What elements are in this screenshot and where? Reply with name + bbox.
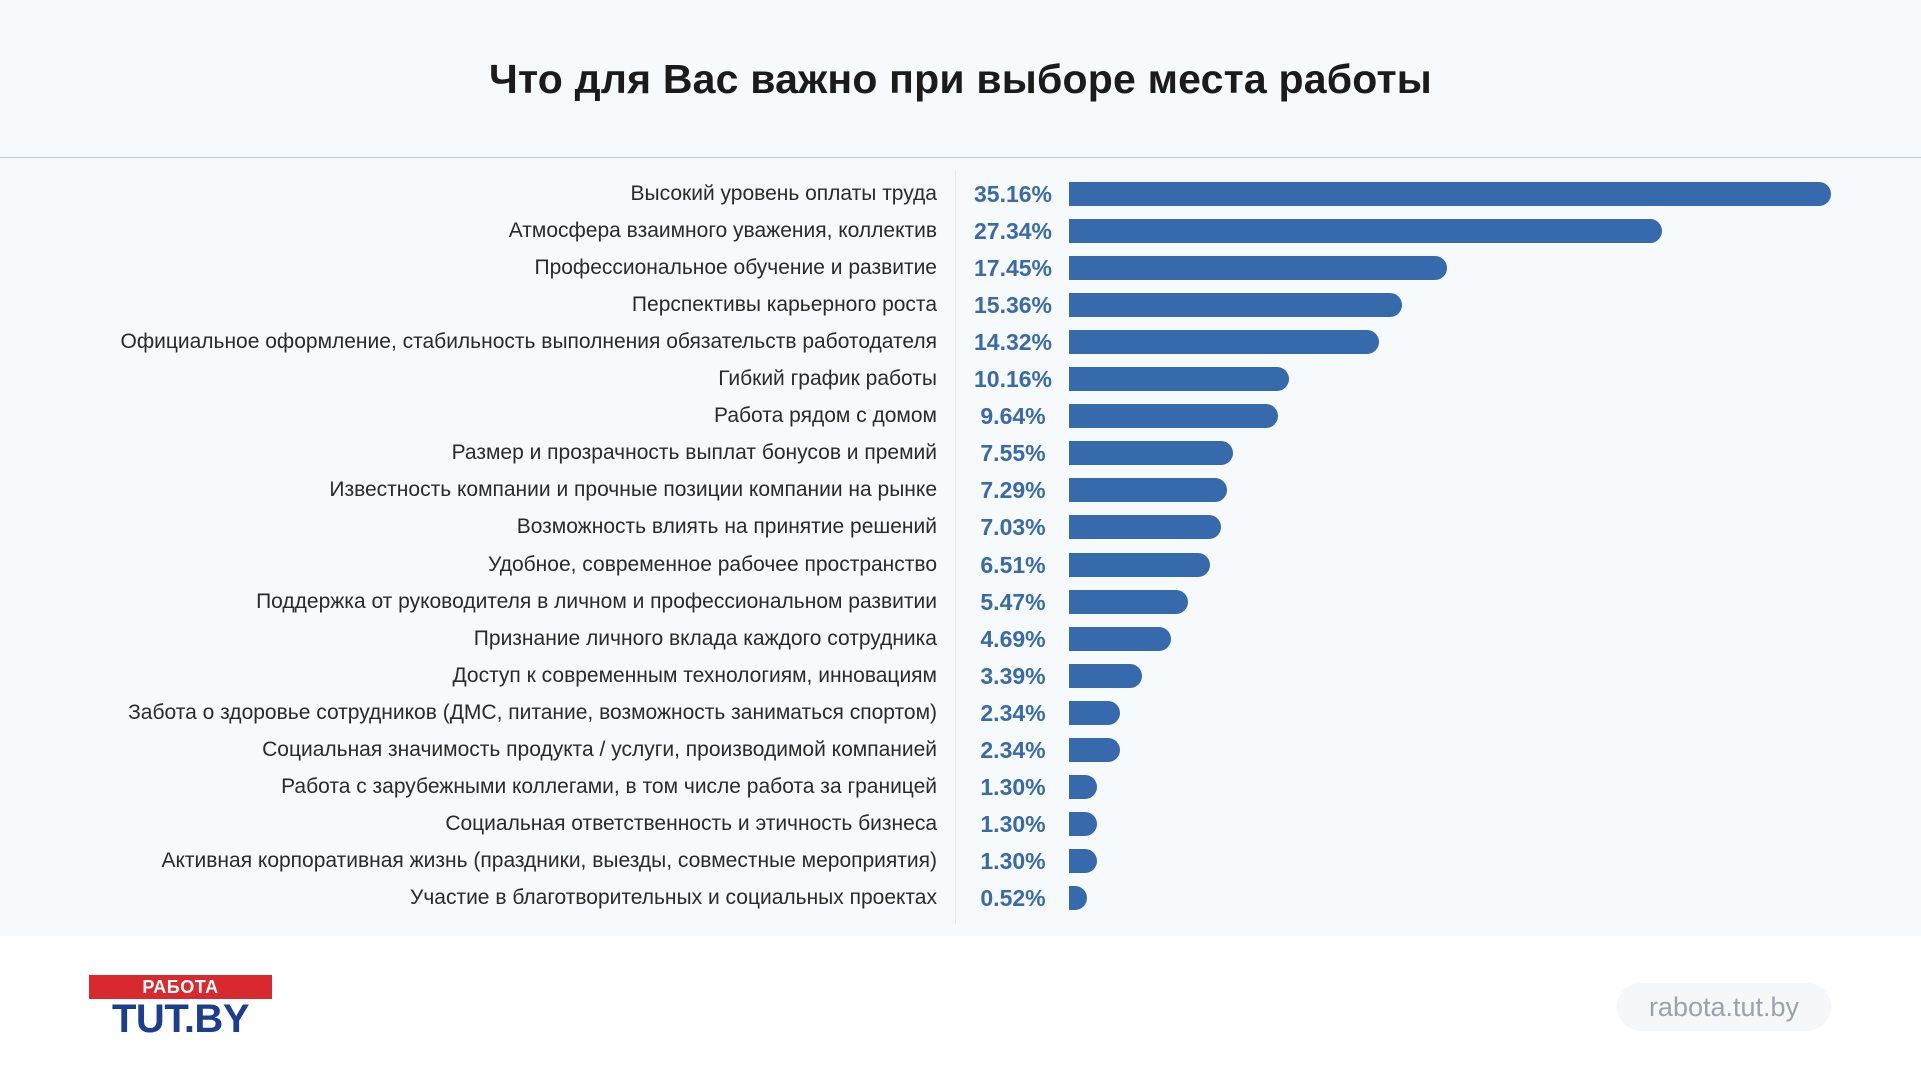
bar: [1069, 552, 1211, 577]
value-label: 6.51%: [980, 551, 1046, 578]
site-url-badge: rabota.tut.by: [1617, 983, 1831, 1031]
bar: [1069, 700, 1120, 725]
category-label: Работа рядом с домом: [714, 404, 937, 428]
bar: [1069, 367, 1290, 392]
category-label: Поддержка от руководителя в личном и про…: [256, 589, 937, 613]
value-label: 1.30%: [980, 847, 1046, 874]
category-label: Высокий уровень оплаты труда: [630, 182, 937, 205]
chart-area: [0, 158, 1921, 936]
label-divider: [955, 170, 956, 924]
bar: [1069, 663, 1143, 688]
bar: [1069, 737, 1120, 762]
value-label: 10.16%: [973, 366, 1052, 393]
bar: [1069, 589, 1188, 614]
bar: [1069, 515, 1222, 540]
header-band: Что для Вас важно при выборе места работ…: [0, 0, 1921, 158]
bar: [1069, 478, 1227, 503]
category-label: Признание личного вклада каждого сотрудн…: [473, 626, 937, 650]
category-label: Удобное, современное рабочее пространств…: [488, 552, 937, 576]
value-label: 35.16%: [973, 181, 1052, 207]
bar: [1069, 293, 1402, 318]
category-label: Размер и прозрачность выплат бонусов и п…: [451, 441, 937, 465]
bar: [1069, 848, 1098, 873]
bar: [1069, 330, 1380, 355]
value-label: 14.32%: [973, 329, 1052, 356]
category-label: Социальная значимость продукта / услуги,…: [262, 737, 937, 761]
value-label: 7.03%: [980, 514, 1046, 541]
value-label: 15.36%: [973, 292, 1052, 319]
logo-bottom-text: TUT.BY: [112, 997, 250, 1041]
value-label: 4.69%: [980, 625, 1046, 652]
category-label: Гибкий график работы: [718, 367, 937, 391]
category-label: Перспективы карьерного роста: [631, 293, 937, 317]
category-label: Официальное оформление, стабильность вып…: [120, 330, 937, 354]
value-label: 9.64%: [980, 403, 1046, 430]
category-label: Известность компании и прочные позиции к…: [329, 478, 937, 502]
category-label: Возможность влиять на принятие решений: [516, 515, 937, 539]
bar: [1069, 256, 1448, 281]
category-label: Профессиональное обучение и развитие: [534, 256, 937, 280]
value-label: 0.52%: [980, 884, 1046, 911]
bar: [1069, 626, 1171, 651]
category-label: Социальная ответственность и этичность б…: [445, 811, 937, 835]
value-label: 7.55%: [980, 440, 1046, 467]
bar: [1069, 219, 1662, 244]
bar: [1069, 774, 1098, 799]
rabota-tutby-logo: РАБОТА TUT.BY: [89, 975, 272, 1040]
value-label: 27.34%: [973, 218, 1052, 245]
bar: [1069, 885, 1087, 910]
value-label: 1.30%: [980, 810, 1046, 837]
value-label: 2.34%: [980, 699, 1046, 726]
bar: [1069, 404, 1278, 429]
logo-top-text: РАБОТА: [89, 975, 272, 999]
category-label: Доступ к современным технологиям, иннова…: [452, 663, 937, 687]
value-label: 17.45%: [973, 255, 1052, 282]
value-label: 5.47%: [980, 588, 1046, 615]
bar: [1069, 811, 1098, 836]
category-label: Участие в благотворительных и социальных…: [410, 885, 937, 909]
category-label: Активная корпоративная жизнь (праздники,…: [161, 848, 937, 872]
bar: [1069, 182, 1831, 206]
chart-title: Что для Вас важно при выборе места работ…: [489, 56, 1432, 102]
value-label: 3.39%: [980, 662, 1046, 689]
value-label: 7.29%: [980, 477, 1046, 504]
value-label: 1.30%: [980, 773, 1046, 800]
category-label: Атмосфера взаимного уважения, коллектив: [508, 219, 937, 243]
category-label: Забота о здоровье сотрудников (ДМС, пита…: [128, 700, 937, 724]
category-label: Работа с зарубежными коллегами, в том чи…: [281, 774, 937, 798]
value-label: 2.34%: [980, 736, 1046, 763]
bar: [1069, 441, 1233, 466]
